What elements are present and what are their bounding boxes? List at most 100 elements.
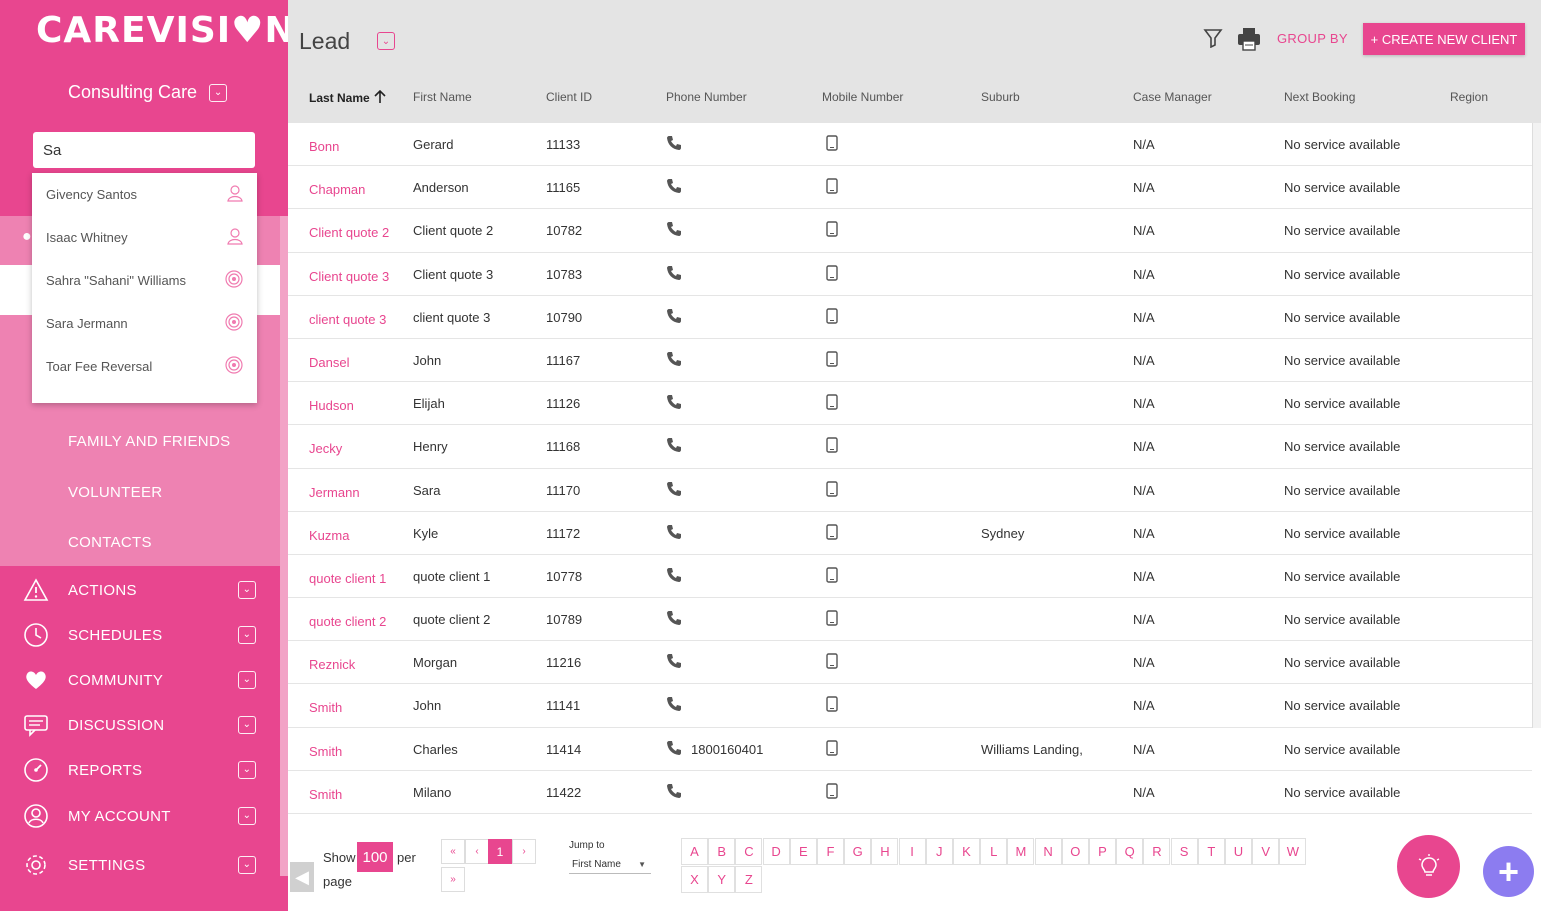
mobile-icon[interactable] [826, 567, 838, 586]
phone-icon[interactable] [666, 308, 682, 327]
chevron-down-icon[interactable]: ⌄ [238, 716, 256, 734]
mobile-icon[interactable] [826, 610, 838, 629]
alphabet-letter-y[interactable]: Y [708, 866, 736, 893]
phone-icon[interactable] [666, 481, 682, 500]
submenu-item-family-and-friends[interactable]: FAMILY AND FRIENDS [68, 433, 231, 450]
alphabet-letter-c[interactable]: C [735, 838, 763, 865]
search-result-item[interactable]: Givency Santos [32, 173, 257, 216]
last-name-link[interactable]: Client quote 2 [309, 225, 390, 241]
alphabet-letter-z[interactable]: Z [735, 866, 763, 893]
alphabet-letter-k[interactable]: K [953, 838, 980, 865]
last-name-link[interactable]: quote client 2 [309, 614, 387, 630]
submenu-item-contacts[interactable]: CONTACTS [68, 534, 152, 551]
create-new-client-button[interactable]: + CREATE NEW CLIENT [1363, 23, 1525, 55]
mobile-icon[interactable] [826, 351, 838, 370]
mobile-icon[interactable] [826, 178, 838, 197]
chevron-down-icon[interactable]: ⌄ [238, 807, 256, 825]
alphabet-letter-j[interactable]: J [925, 838, 953, 865]
phone-icon[interactable] [666, 783, 682, 802]
chevron-down-icon[interactable]: ⌄ [238, 761, 256, 779]
last-name-link[interactable]: Reznick [309, 657, 356, 673]
search-result-item[interactable]: Sara Jermann [32, 302, 257, 345]
table-row[interactable]: Smith John 11141 N/A No service available [288, 684, 1532, 728]
last-name-link[interactable]: Jecky [309, 441, 343, 457]
table-row[interactable]: Kuzma Kyle 11172 Sydney N/A No service availa… [288, 512, 1532, 555]
client-search-input[interactable] [33, 132, 255, 168]
first-page-button[interactable]: « [441, 839, 465, 864]
chevron-down-icon[interactable]: ⌄ [238, 856, 256, 874]
alphabet-letter-n[interactable]: N [1034, 838, 1062, 865]
table-row[interactable]: Hudson Elijah 11126 N/A No service available [288, 382, 1532, 426]
table-row[interactable]: quote client 2 quote client 2 10789 N/A No s… [288, 598, 1532, 642]
table-scrollbar[interactable] [1532, 123, 1541, 728]
chevron-down-icon[interactable]: ⌄ [377, 32, 395, 50]
table-row[interactable]: Smith Milano 11422 N/A No service available [288, 771, 1532, 814]
column-header-next-booking[interactable]: Next Booking [1284, 90, 1356, 104]
table-row[interactable]: Client quote 3 Client quote 3 10783 N/A No s… [288, 253, 1532, 296]
nav-item-community[interactable]: COMMUNITY ⌄ [0, 660, 280, 700]
alphabet-letter-r[interactable]: R [1143, 838, 1171, 865]
column-header-phone-number[interactable]: Phone Number [666, 90, 747, 104]
phone-icon[interactable] [666, 567, 682, 586]
table-row[interactable]: Chapman Anderson 11165 N/A No service availa… [288, 166, 1532, 210]
table-row[interactable]: Reznick Morgan 11216 N/A No service availabl… [288, 641, 1532, 685]
alphabet-letter-s[interactable]: S [1170, 838, 1198, 865]
group-by-button[interactable]: GROUP BY [1277, 31, 1348, 46]
table-row[interactable]: Dansel John 11167 N/A No service available [288, 339, 1532, 383]
phone-icon[interactable] [666, 178, 682, 197]
prev-page-button[interactable]: ‹ [465, 839, 489, 864]
table-row[interactable]: Jecky Henry 11168 N/A No service available [288, 425, 1532, 469]
phone-icon[interactable] [666, 394, 682, 413]
chevron-down-icon[interactable]: ⌄ [238, 581, 256, 599]
phone-icon[interactable] [666, 221, 682, 240]
filter-icon[interactable] [1203, 28, 1223, 53]
table-row[interactable]: Jermann Sara 11170 N/A No service available [288, 469, 1532, 512]
column-header-mobile-number[interactable]: Mobile Number [822, 90, 904, 104]
alphabet-letter-u[interactable]: U [1225, 838, 1252, 865]
column-header-first-name[interactable]: First Name [413, 90, 472, 104]
column-header-last-name[interactable]: Last Name [309, 89, 387, 105]
alphabet-letter-o[interactable]: O [1061, 838, 1089, 865]
mobile-icon[interactable] [826, 653, 838, 672]
alphabet-letter-f[interactable]: F [817, 838, 844, 865]
last-name-link[interactable]: Jermann [309, 484, 360, 500]
current-page-button[interactable]: 1 [488, 839, 512, 864]
mobile-icon[interactable] [826, 437, 838, 456]
last-name-link[interactable]: Hudson [309, 398, 354, 414]
org-switcher[interactable]: Consulting Care ⌄ [68, 82, 228, 103]
search-result-item[interactable]: Toar Fee Reversal [32, 345, 257, 388]
alphabet-letter-b[interactable]: B [708, 838, 736, 865]
phone-icon[interactable] [666, 610, 682, 629]
last-name-link[interactable]: Kuzma [309, 527, 350, 543]
sidebar-scrollbar[interactable] [280, 216, 288, 876]
alphabet-letter-i[interactable]: I [898, 838, 926, 865]
add-floating-button[interactable]: + [1483, 846, 1534, 897]
phone-icon[interactable] [666, 653, 682, 672]
last-name-link[interactable]: Smith [309, 743, 343, 759]
mobile-icon[interactable] [826, 394, 838, 413]
nav-item-reports[interactable]: REPORTS ⌄ [0, 750, 280, 790]
alphabet-letter-d[interactable]: D [762, 838, 790, 865]
printer-icon[interactable] [1236, 26, 1262, 57]
jump-to-select[interactable]: First Name ▼ [569, 856, 651, 874]
alphabet-letter-x[interactable]: X [681, 866, 708, 893]
search-result-item[interactable]: Sahra "Sahani" Williams [32, 259, 257, 302]
mobile-icon[interactable] [826, 264, 838, 284]
alphabet-letter-g[interactable]: G [844, 838, 872, 865]
alphabet-letter-t[interactable]: T [1197, 838, 1225, 865]
column-header-region[interactable]: Region [1450, 90, 1489, 104]
last-name-link[interactable]: Smith [309, 700, 343, 716]
phone-icon[interactable] [666, 437, 682, 456]
column-header-client-id[interactable]: Client ID [546, 90, 593, 104]
phone-icon[interactable] [666, 351, 682, 370]
phone-icon[interactable] [666, 265, 682, 284]
next-page-button[interactable]: › [512, 839, 536, 864]
nav-item-settings[interactable]: SETTINGS ⌄ [0, 845, 280, 885]
chevron-down-icon[interactable]: ⌄ [209, 83, 228, 102]
last-name-link[interactable]: Dansel [309, 354, 350, 370]
alphabet-letter-q[interactable]: Q [1116, 838, 1144, 865]
nav-item-discussion[interactable]: DISCUSSION ⌄ [0, 705, 280, 745]
alphabet-letter-a[interactable]: A [681, 838, 708, 865]
last-name-link[interactable]: Chapman [309, 182, 366, 198]
mobile-icon[interactable] [826, 739, 838, 759]
